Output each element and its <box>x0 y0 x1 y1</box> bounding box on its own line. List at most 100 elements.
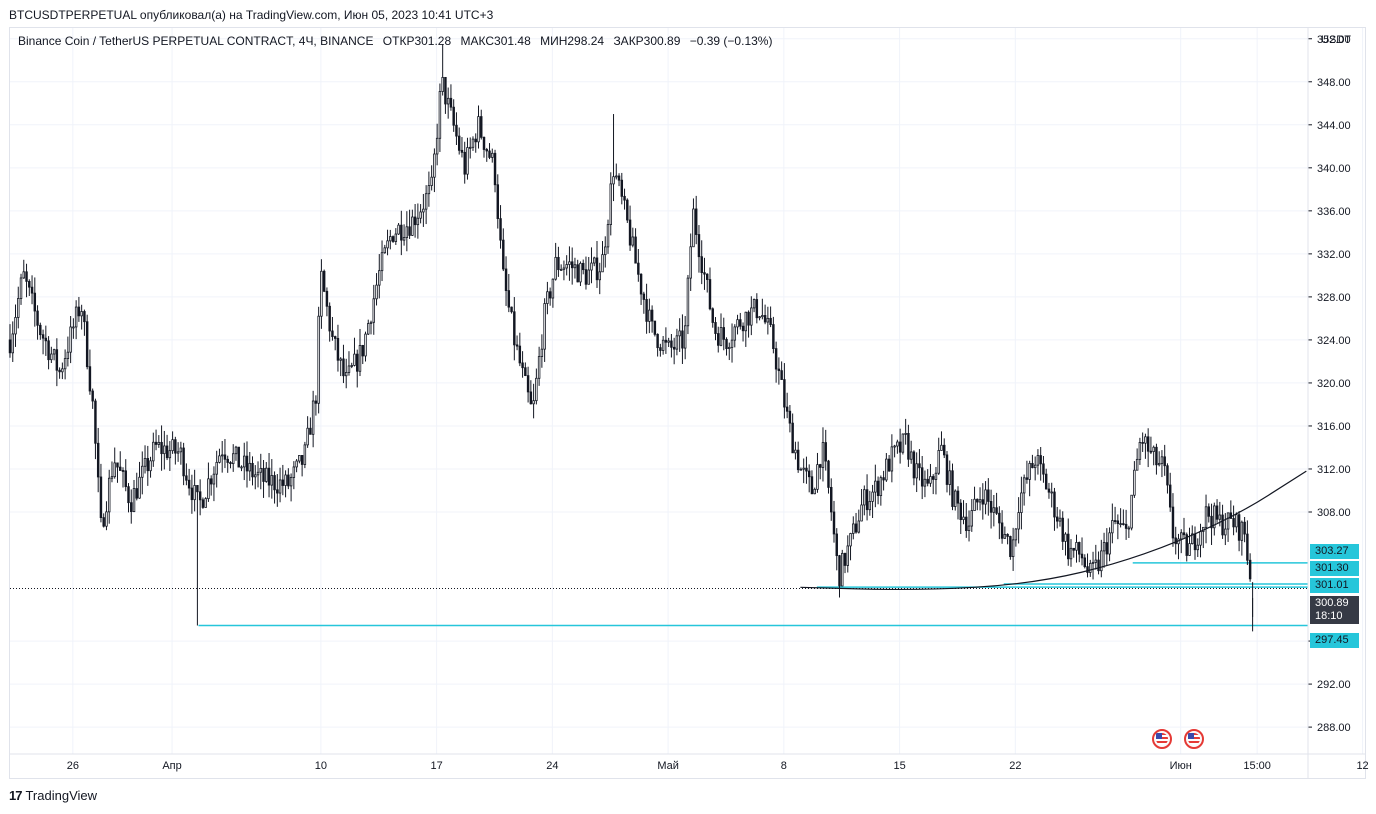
event-flag-icon[interactable] <box>1152 729 1172 749</box>
candle-body <box>182 447 185 477</box>
candle-body <box>1113 520 1117 522</box>
y-tick-label: 312.00 <box>1317 464 1351 476</box>
trend-curve-path <box>800 470 1307 591</box>
candle-body <box>606 224 610 248</box>
candle-body <box>1218 514 1222 520</box>
candle-body <box>278 479 282 494</box>
candle-body <box>565 264 568 269</box>
candle-body <box>1229 512 1233 519</box>
x-tick-label: 15 <box>893 760 905 772</box>
y-tick-label: 344.00 <box>1317 120 1351 132</box>
candle-body <box>885 458 888 481</box>
candle-body <box>1017 512 1020 530</box>
candle-body <box>66 351 70 359</box>
candle-body <box>573 264 577 269</box>
candle-body <box>168 450 172 459</box>
candle-body <box>1232 518 1235 528</box>
candle-body <box>598 271 601 281</box>
candle-body <box>121 470 125 472</box>
candle-body <box>331 330 334 337</box>
candle-body <box>157 441 161 445</box>
candle-body <box>981 499 985 505</box>
candle-body <box>750 307 753 326</box>
candle-body <box>736 319 739 328</box>
candle-body <box>689 246 692 279</box>
candle-body <box>96 442 100 478</box>
candle-body <box>835 533 838 557</box>
candle-body <box>61 368 64 373</box>
candle-body <box>874 480 877 493</box>
horizontal-levels <box>10 562 1308 627</box>
candle-body <box>378 270 381 286</box>
candle-body <box>165 445 169 459</box>
candle-body <box>1149 450 1153 453</box>
candle-body <box>468 146 472 149</box>
chart-frame[interactable] <box>9 27 1366 779</box>
candle-body <box>1083 557 1087 568</box>
x-tick-label: Май <box>657 760 679 772</box>
candle-body <box>838 555 841 587</box>
event-flag-icon[interactable] <box>1184 729 1204 749</box>
candle-body <box>615 175 618 178</box>
candle-body <box>1064 533 1067 542</box>
x-tick-label: 8 <box>781 760 787 772</box>
candle-body <box>176 451 180 454</box>
candle-body <box>502 239 505 270</box>
candle-body <box>383 247 387 254</box>
candle-body <box>816 464 819 490</box>
candle-body <box>810 476 814 495</box>
candle-body <box>94 400 97 444</box>
candle-body <box>1207 506 1211 517</box>
x-tick-label: 24 <box>546 760 558 772</box>
candle-body <box>1243 521 1246 535</box>
candle-body <box>609 183 612 225</box>
candle-body <box>212 473 216 485</box>
candle-body <box>670 340 673 348</box>
candle-body <box>1039 455 1042 465</box>
candle-body <box>36 310 39 326</box>
candle-body <box>124 470 127 488</box>
candle-body <box>452 106 455 126</box>
candle-body <box>579 262 582 283</box>
candle-body <box>807 470 811 478</box>
y-tick-label: 332.00 <box>1317 249 1351 261</box>
candle-body <box>686 277 690 327</box>
candle-body <box>934 472 938 480</box>
candle-body <box>832 511 836 535</box>
candle-body <box>1036 455 1040 466</box>
last-price-tag: 300.89 18:10 <box>1310 596 1359 624</box>
candle-body <box>325 290 329 307</box>
candle-body <box>353 353 356 366</box>
candle-body <box>929 476 932 484</box>
candle-body <box>1174 537 1177 545</box>
candle-body <box>1188 543 1191 556</box>
candle-body <box>143 458 147 467</box>
candle-body <box>783 379 786 408</box>
candle-body <box>857 520 861 533</box>
y-tick-label: 324.00 <box>1317 335 1351 347</box>
candle-body <box>755 299 759 319</box>
price-tag-303: 303.27 <box>1310 544 1359 559</box>
candle-body <box>391 236 395 242</box>
candle-body <box>364 333 367 357</box>
candle-body <box>85 321 89 368</box>
candle-body <box>537 356 541 379</box>
y-tick-label: 328.00 <box>1317 292 1351 304</box>
candle-body <box>1011 539 1015 558</box>
candle-body <box>827 460 830 488</box>
candle-body <box>58 369 61 373</box>
last-price-value: 300.89 <box>1315 597 1349 609</box>
candle-body <box>887 458 891 472</box>
candle-body <box>802 467 805 470</box>
candle-body <box>962 516 965 521</box>
candle-body <box>1061 517 1064 542</box>
candle-body <box>1226 512 1230 530</box>
candle-body <box>237 446 240 468</box>
candle-body <box>1240 521 1244 541</box>
legend-change: −0.39 (−0.13%) <box>689 34 773 48</box>
candle-body <box>347 365 351 373</box>
candle-body <box>339 358 342 361</box>
candle-body <box>824 442 827 462</box>
candle-body <box>772 324 775 350</box>
